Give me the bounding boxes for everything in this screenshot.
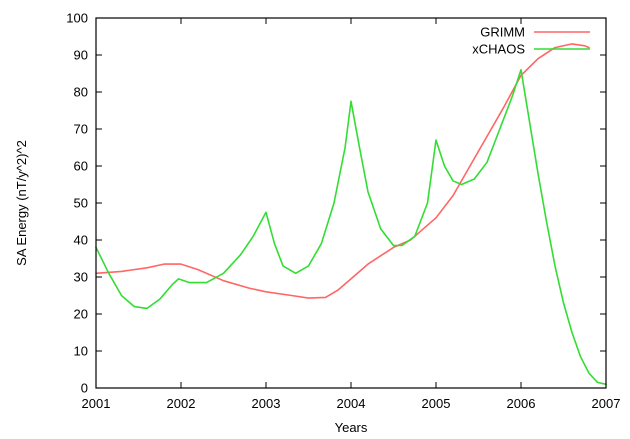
y-axis-title: SA Energy (nT/y^2)^2 (14, 140, 29, 266)
series-line-grimm (95, 43, 590, 299)
y-tick-label: 50 (74, 196, 88, 211)
ticks-layer: 0 10 20 30 40 50 60 70 80 90 100 2001 2002 2003 2004 20… (66, 11, 620, 412)
y-tick-label: 10 (74, 344, 88, 359)
y-tick-label: 90 (74, 48, 88, 63)
y-tick-label: 80 (74, 85, 88, 100)
y-tick-label: 60 (74, 159, 88, 174)
plot-frame (95, 17, 607, 389)
y-tick-label: 100 (66, 11, 88, 26)
y-tick-label: 40 (74, 233, 88, 248)
series-line-xchaos (95, 69, 607, 386)
x-tick-label: 2005 (422, 396, 451, 411)
y-tick-label: 20 (74, 307, 88, 322)
legend: GRIMM xCHAOS (472, 25, 590, 57)
x-tick-label: 2003 (252, 396, 281, 411)
legend-label: xCHAOS (472, 42, 525, 57)
x-tick-label: 2007 (592, 396, 621, 411)
x-axis-title: Years (335, 420, 368, 435)
x-tick-label: 2002 (167, 396, 196, 411)
x-tick-label: 2001 (82, 396, 111, 411)
x-tick-label: 2004 (337, 396, 366, 411)
y-tick-label: 0 (81, 381, 88, 396)
y-tick-label: 30 (74, 270, 88, 285)
y-tick-label: 70 (74, 122, 88, 137)
x-tick-label: 2006 (507, 396, 536, 411)
lines-layer (95, 43, 607, 386)
legend-label: GRIMM (480, 25, 525, 40)
